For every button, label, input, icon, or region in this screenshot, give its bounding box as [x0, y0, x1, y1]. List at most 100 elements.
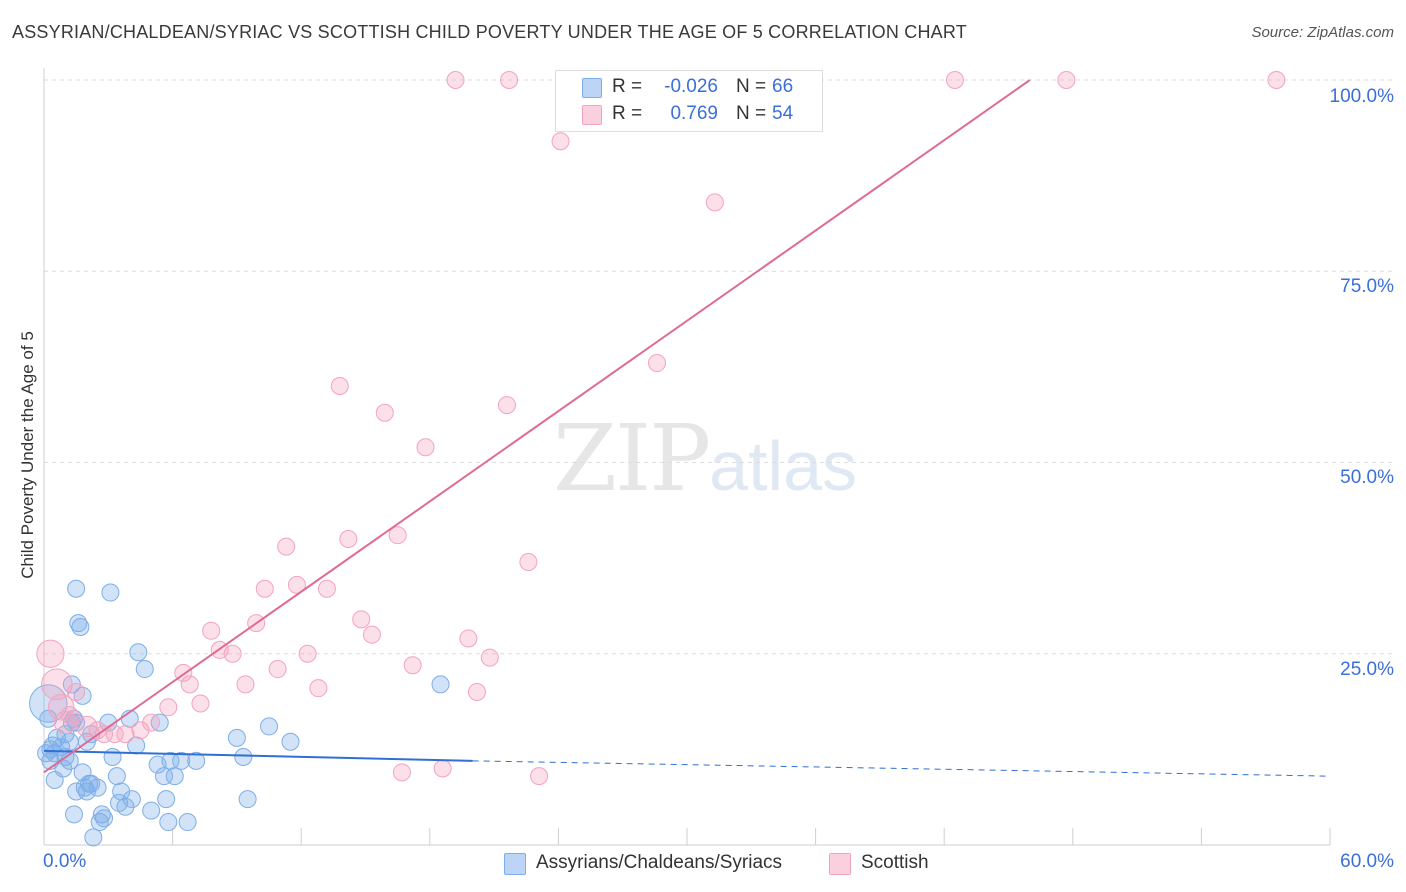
- point-scottish: [352, 610, 371, 629]
- watermark-zip: ZIP: [553, 405, 711, 512]
- point-scottish: [1267, 71, 1286, 89]
- point-assyrian: [71, 617, 90, 636]
- point-assyrian: [159, 813, 178, 832]
- point-scottish: [551, 132, 570, 151]
- point-scottish: [236, 675, 255, 694]
- point-assyrian: [107, 767, 126, 786]
- point-scottish: [403, 656, 422, 675]
- x-tick-label-min: 0.0%: [43, 851, 87, 872]
- point-scottish: [519, 552, 538, 571]
- point-assyrian: [103, 748, 122, 767]
- source-credit: Source: ZipAtlas.com: [1251, 24, 1394, 41]
- legend-n-value: 54: [772, 103, 794, 124]
- point-assyrian: [116, 797, 135, 816]
- point-scottish: [416, 438, 435, 457]
- point-scottish: [309, 679, 328, 698]
- point-scottish: [339, 530, 358, 548]
- series-swatch-scottish: [829, 853, 851, 875]
- legend-swatch-assyrian: [582, 78, 602, 98]
- legend-r-label: R =: [612, 103, 643, 124]
- legend-r-value: -0.026: [664, 76, 718, 97]
- legend-row-scottish: R = 0.769 N = 54: [556, 101, 822, 127]
- legend-r-label: R =: [612, 76, 643, 97]
- point-scottish: [446, 71, 465, 89]
- point-scottish: [1057, 71, 1076, 89]
- point-assyrian: [187, 751, 206, 770]
- point-scottish: [131, 721, 150, 740]
- series-legend: Assyrians/Chaldeans/Syriacs Scottish: [0, 851, 1406, 877]
- legend-n-label: N =: [736, 76, 767, 97]
- point-scottish: [647, 354, 666, 373]
- legend-n-value: 66: [772, 76, 794, 97]
- point-scottish: [105, 725, 124, 744]
- point-scottish: [60, 705, 79, 724]
- point-scottish: [459, 629, 478, 648]
- point-scottish: [76, 715, 98, 738]
- point-scottish: [705, 193, 724, 212]
- point-scottish: [202, 621, 221, 640]
- point-scottish: [298, 644, 317, 663]
- point-assyrian: [95, 809, 114, 828]
- point-scottish: [116, 725, 135, 744]
- point-assyrian: [60, 732, 79, 751]
- point-assyrian: [101, 583, 120, 602]
- y-tick-label-50: 50.0%: [1340, 467, 1394, 488]
- trendline-scottish: [43, 79, 1031, 774]
- point-scottish: [392, 763, 411, 782]
- series-swatch-assyrian: [504, 853, 526, 875]
- watermark-atlas: atlas: [709, 427, 858, 505]
- watermark: ZIPatlas: [553, 405, 857, 512]
- point-assyrian: [88, 778, 107, 797]
- point-assyrian: [157, 790, 176, 809]
- point-assyrian: [142, 801, 161, 820]
- point-scottish: [287, 575, 306, 594]
- point-assyrian: [65, 805, 84, 824]
- point-scottish: [375, 403, 394, 422]
- point-assyrian: [135, 660, 154, 679]
- point-scottish: [388, 526, 407, 545]
- point-scottish: [497, 396, 516, 415]
- point-scottish: [433, 759, 452, 778]
- point-assyrian: [178, 813, 197, 832]
- x-tick-label-max: 60.0%: [1340, 851, 1394, 872]
- point-assyrian: [29, 684, 68, 723]
- chart-title: ASSYRIAN/CHALDEAN/SYRIAC VS SCOTTISH CHI…: [12, 22, 967, 42]
- legend-r-value: 0.769: [670, 103, 718, 124]
- point-scottish: [330, 377, 349, 395]
- point-scottish: [142, 713, 161, 732]
- point-assyrian: [260, 717, 279, 736]
- y-tick-label-100: 100.0%: [1329, 86, 1394, 107]
- point-scottish: [159, 698, 178, 717]
- point-scottish: [67, 683, 86, 701]
- point-scottish: [362, 625, 381, 644]
- point-scottish: [36, 639, 65, 668]
- point-assyrian: [234, 748, 253, 767]
- point-scottish: [480, 648, 499, 667]
- point-assyrian: [129, 643, 148, 662]
- point-assyrian: [281, 732, 300, 751]
- point-scottish: [95, 725, 114, 744]
- series-label-assyrian: Assyrians/Chaldeans/Syriacs: [536, 852, 783, 873]
- legend-swatch-scottish: [582, 105, 602, 125]
- point-assyrian: [155, 767, 174, 786]
- point-assyrian: [227, 728, 246, 747]
- trendline-assyrian: [43, 749, 473, 762]
- point-assyrian: [238, 790, 257, 809]
- point-assyrian: [165, 767, 184, 786]
- trendline-assyrian-extension: [472, 760, 1331, 777]
- point-scottish: [945, 71, 964, 89]
- point-scottish: [317, 579, 336, 598]
- correlation-legend: R = -0.026 N = 66 R = 0.769 N = 54: [555, 70, 823, 132]
- y-tick-label-25: 25.0%: [1340, 659, 1394, 680]
- point-assyrian: [67, 579, 86, 598]
- point-scottish: [530, 767, 549, 786]
- series-label-scottish: Scottish: [861, 852, 929, 873]
- point-scottish: [500, 71, 519, 89]
- legend-row-assyrian: R = -0.026 N = 66: [556, 74, 822, 100]
- point-assyrian: [99, 713, 118, 732]
- point-assyrian: [122, 790, 141, 809]
- legend-n-label: N =: [736, 103, 767, 124]
- point-scottish: [255, 579, 274, 598]
- point-scottish: [223, 644, 242, 663]
- point-assyrian: [84, 828, 103, 847]
